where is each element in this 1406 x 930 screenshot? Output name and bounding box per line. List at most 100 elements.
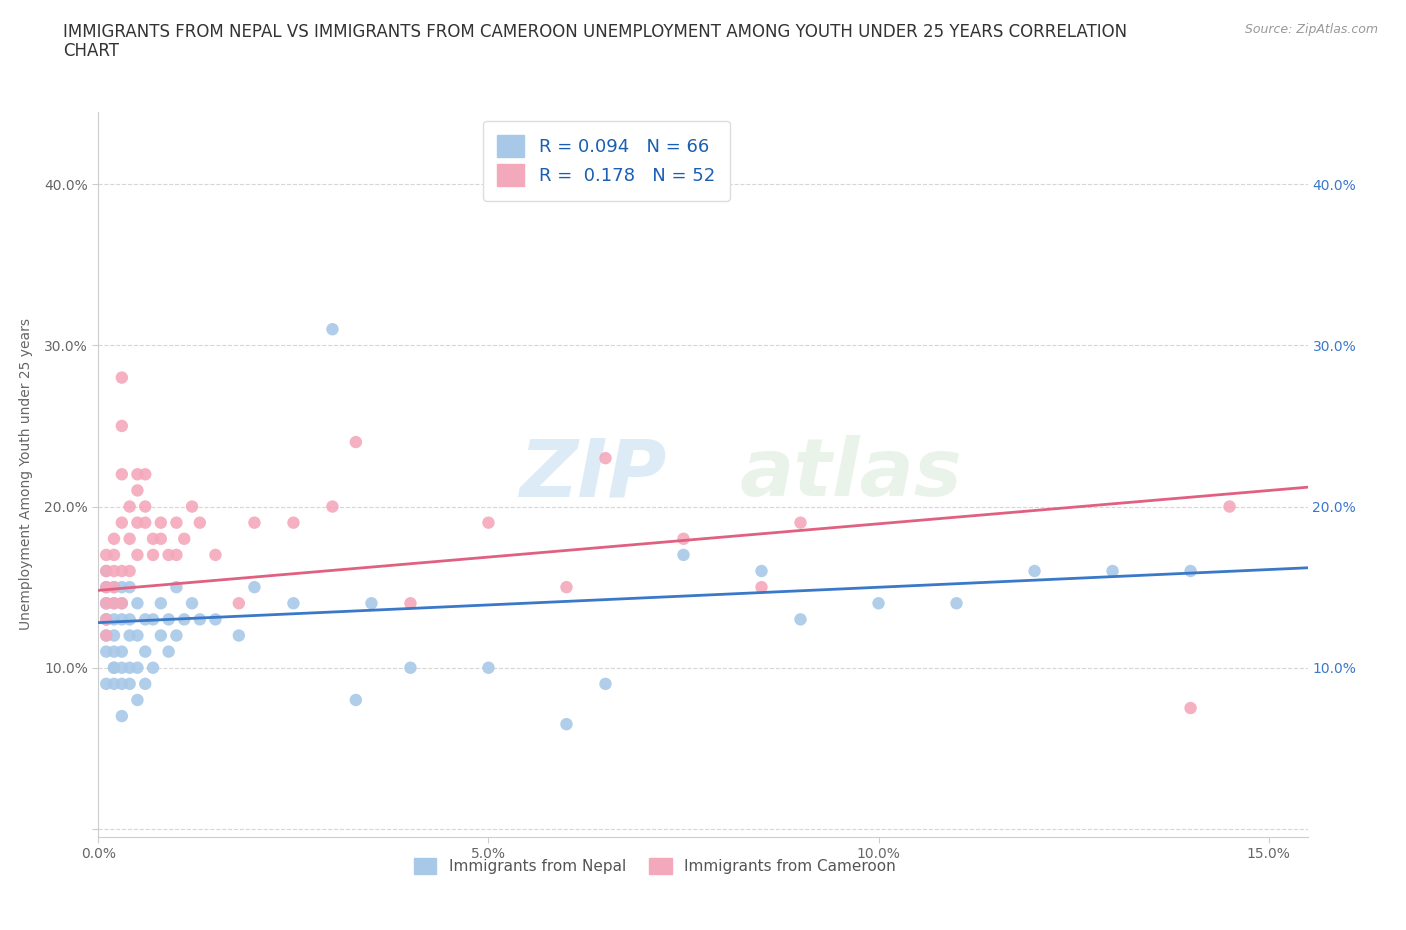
- Point: [134, 467, 156, 482]
- Point: [868, 596, 890, 611]
- Point: [111, 467, 134, 482]
- Point: [96, 644, 118, 659]
- Point: [142, 660, 165, 675]
- Point: [96, 612, 118, 627]
- Point: [173, 531, 195, 546]
- Point: [111, 418, 134, 433]
- Point: [1024, 564, 1046, 578]
- Point: [103, 660, 125, 675]
- Point: [181, 499, 204, 514]
- Point: [96, 612, 118, 627]
- Point: [96, 548, 118, 563]
- Point: [477, 660, 499, 675]
- Point: [173, 612, 195, 627]
- Point: [165, 515, 187, 530]
- Point: [134, 499, 156, 514]
- Point: [321, 322, 343, 337]
- Point: [789, 612, 811, 627]
- Point: [96, 628, 118, 643]
- Point: [118, 612, 141, 627]
- Point: [1101, 564, 1123, 578]
- Point: [228, 628, 250, 643]
- Point: [103, 596, 125, 611]
- Point: [103, 660, 125, 675]
- Point: [149, 515, 172, 530]
- Point: [103, 548, 125, 563]
- Point: [157, 612, 180, 627]
- Point: [118, 579, 141, 594]
- Point: [134, 644, 156, 659]
- Point: [96, 596, 118, 611]
- Point: [149, 531, 172, 546]
- Point: [103, 676, 125, 691]
- Point: [127, 628, 149, 643]
- Point: [103, 644, 125, 659]
- Point: [672, 531, 695, 546]
- Point: [165, 579, 187, 594]
- Point: [344, 693, 367, 708]
- Point: [96, 579, 118, 594]
- Point: [127, 693, 149, 708]
- Point: [204, 612, 226, 627]
- Point: [142, 531, 165, 546]
- Point: [204, 548, 226, 563]
- Legend: Immigrants from Nepal, Immigrants from Cameroon: Immigrants from Nepal, Immigrants from C…: [408, 852, 901, 880]
- Point: [127, 483, 149, 498]
- Point: [595, 676, 617, 691]
- Point: [96, 564, 118, 578]
- Point: [142, 548, 165, 563]
- Point: [118, 499, 141, 514]
- Point: [103, 596, 125, 611]
- Point: [111, 596, 134, 611]
- Point: [103, 564, 125, 578]
- Point: [181, 596, 204, 611]
- Point: [945, 596, 967, 611]
- Point: [118, 564, 141, 578]
- Point: [127, 596, 149, 611]
- Point: [127, 515, 149, 530]
- Point: [103, 531, 125, 546]
- Point: [751, 564, 773, 578]
- Point: [283, 515, 305, 530]
- Point: [157, 548, 180, 563]
- Point: [555, 717, 578, 732]
- Point: [188, 515, 211, 530]
- Point: [111, 660, 134, 675]
- Point: [96, 612, 118, 627]
- Point: [96, 579, 118, 594]
- Point: [399, 596, 422, 611]
- Point: [103, 579, 125, 594]
- Point: [103, 628, 125, 643]
- Point: [1219, 499, 1241, 514]
- Point: [228, 596, 250, 611]
- Y-axis label: Unemployment Among Youth under 25 years: Unemployment Among Youth under 25 years: [20, 318, 32, 631]
- Point: [111, 564, 134, 578]
- Point: [165, 548, 187, 563]
- Point: [96, 564, 118, 578]
- Text: CHART: CHART: [63, 42, 120, 60]
- Point: [321, 499, 343, 514]
- Point: [118, 531, 141, 546]
- Point: [96, 628, 118, 643]
- Point: [103, 579, 125, 594]
- Point: [111, 515, 134, 530]
- Point: [127, 467, 149, 482]
- Point: [188, 612, 211, 627]
- Point: [142, 612, 165, 627]
- Point: [157, 644, 180, 659]
- Point: [1180, 700, 1202, 715]
- Point: [243, 579, 266, 594]
- Point: [789, 515, 811, 530]
- Point: [127, 660, 149, 675]
- Point: [134, 676, 156, 691]
- Point: [149, 596, 172, 611]
- Point: [751, 579, 773, 594]
- Point: [360, 596, 382, 611]
- Point: [672, 548, 695, 563]
- Point: [96, 596, 118, 611]
- Text: atlas: atlas: [740, 435, 962, 513]
- Point: [344, 434, 367, 449]
- Point: [111, 612, 134, 627]
- Point: [111, 709, 134, 724]
- Point: [111, 579, 134, 594]
